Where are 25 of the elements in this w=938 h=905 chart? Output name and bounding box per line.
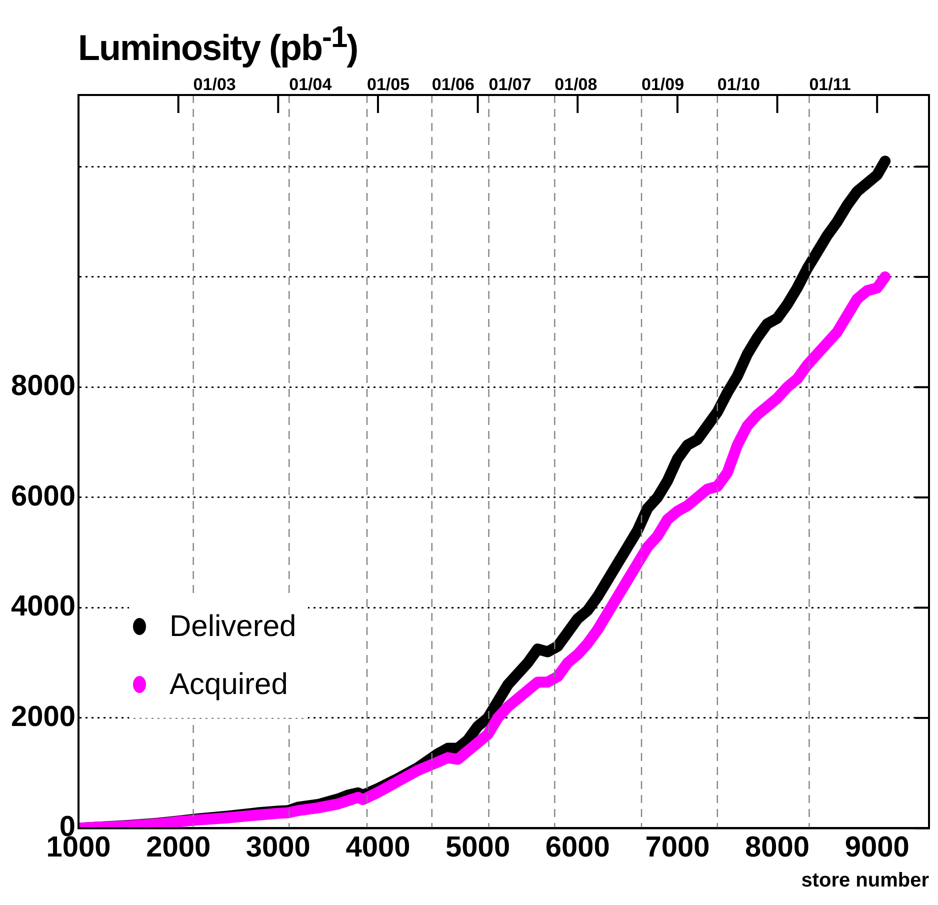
- text: 01/08: [554, 75, 598, 94]
- legend-label: Acquired: [170, 668, 288, 702]
- x-tick-label: 5000: [446, 832, 510, 864]
- x-tick-label: 2000: [146, 832, 211, 864]
- y-tick-label: 8000: [11, 370, 76, 402]
- text: 01/07: [488, 75, 532, 94]
- text: 01/11: [809, 75, 851, 94]
- x-tick-label: 8000: [745, 832, 810, 864]
- chart-title: Luminosity (pb$^{-1}$): [78, 20, 358, 70]
- x-tick-label: 7000: [645, 832, 710, 864]
- x-tick-label: 4000: [346, 832, 410, 864]
- x-tick-label: 9000: [844, 832, 910, 864]
- y-tick-label: 6000: [11, 480, 76, 512]
- y-tick-label: 2000: [11, 700, 76, 733]
- y-tick-label: 4000: [11, 590, 76, 623]
- text: 01/10: [717, 75, 760, 94]
- text: 01/05: [367, 75, 410, 94]
- x-axis-title: store number: [801, 870, 930, 892]
- text: 01/04: [289, 75, 332, 94]
- legend-label: Delivered: [170, 610, 296, 644]
- x-tick-label: 3000: [246, 832, 310, 864]
- x-tick-label: 6000: [545, 832, 610, 864]
- text: 01/09: [642, 75, 684, 94]
- text: 01/03: [193, 75, 236, 94]
- text: 01/06: [432, 75, 474, 94]
